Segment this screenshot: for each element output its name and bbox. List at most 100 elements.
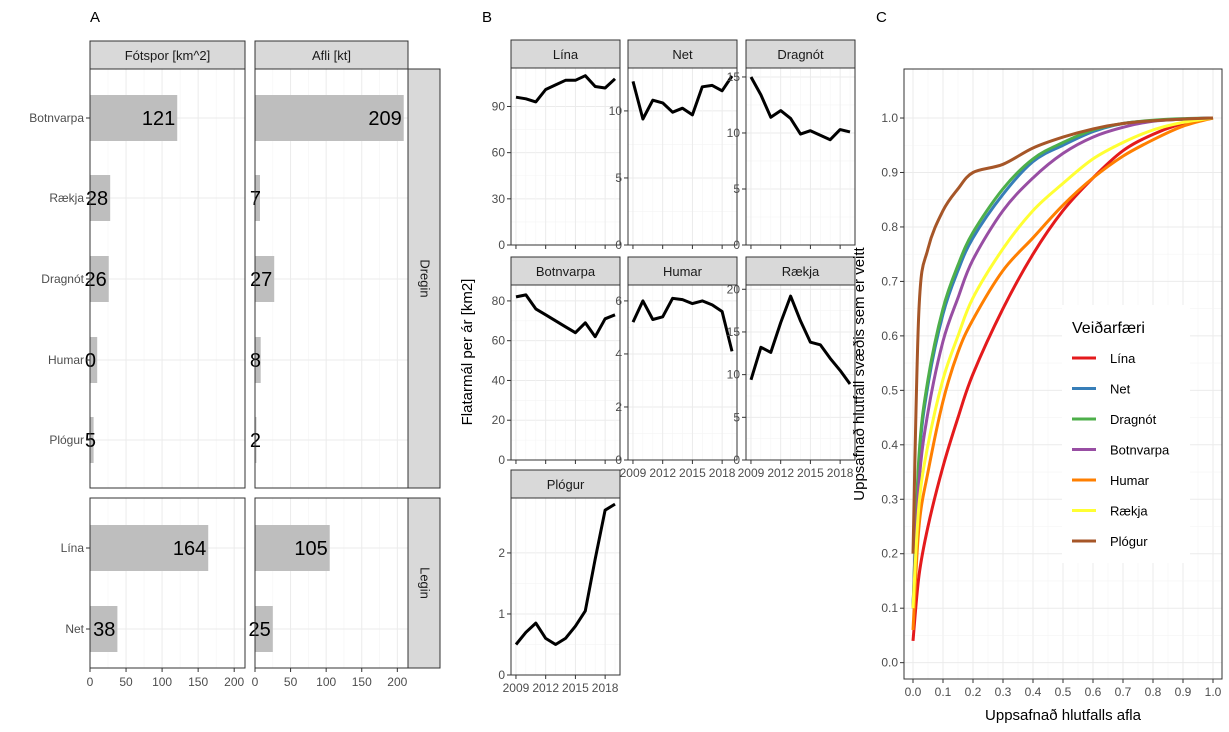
y-tick-label: 10 — [609, 104, 623, 118]
series-line-raekja — [911, 116, 1214, 609]
y-tick-label: 0 — [498, 668, 505, 682]
y-tick-label: 0.8 — [881, 220, 898, 234]
x-tick-label: 2015 — [797, 466, 824, 480]
y-tick-label: 0.0 — [881, 656, 898, 670]
x-tick-label: 0.4 — [1025, 685, 1042, 699]
legend-title: Veiðarfæri — [1072, 320, 1145, 337]
x-tick-label: 2015 — [562, 681, 589, 695]
x-axis-title: Uppsafnað hlutfalls afla — [985, 707, 1142, 724]
facet-strip-fotspor-km-2 — [89, 40, 246, 70]
data-label-lina: 164 — [173, 538, 206, 560]
x-tick-label: 0 — [87, 675, 94, 689]
x-tick-label: 150 — [352, 675, 372, 689]
bar-raekja — [90, 175, 111, 221]
x-tick-label: 0.5 — [1055, 685, 1072, 699]
data-label-net: 38 — [93, 619, 115, 641]
chart-c: 0.0 0.1 0.2 0.3 0.4 0.5 0.6 0.7 0.8 0.9 1.0 0.0 0.1 0… — [851, 68, 1223, 724]
y-tick-label: 20 — [492, 413, 506, 427]
bar-dragnot — [90, 256, 109, 302]
y-tick-label: 80 — [492, 294, 506, 308]
x-tick-label: 2012 — [649, 466, 676, 480]
y-tick-label: 40 — [492, 373, 506, 387]
bar-botnvarpa — [90, 95, 178, 141]
x-tick-label: 2018 — [592, 681, 619, 695]
y-tick-label: 60 — [492, 146, 506, 160]
facet-strip-label: Rækja — [782, 264, 820, 279]
y-tick-label: 0.9 — [881, 165, 898, 179]
facet-strip-botnvarpa — [510, 256, 621, 286]
panel-tag-a: A — [90, 9, 100, 26]
y-tick-label: 0 — [615, 453, 622, 467]
data-label-dragnot: 27 — [250, 269, 272, 291]
facet-strip-raekja — [745, 256, 856, 286]
facet-strip-lina — [510, 39, 621, 69]
facet-strip-dragnot — [745, 39, 856, 69]
x-tick-label: 100 — [152, 675, 172, 689]
x-tick-label: 0.7 — [1115, 685, 1132, 699]
y-tick-label-humar: Humar — [48, 353, 84, 367]
legend-label-dragnot: Dragnót — [1110, 412, 1157, 427]
y-tick-label: 0.7 — [881, 274, 898, 288]
y-tick-label-dragnot: Dragnót — [41, 272, 84, 286]
x-tick-label: 0.2 — [965, 685, 982, 699]
facet-strip-label: Humar — [663, 264, 703, 279]
data-label-net: 25 — [249, 619, 271, 641]
y-tick-label-net: Net — [65, 622, 84, 636]
y-tick-label: 0.3 — [881, 492, 898, 506]
bar-lina — [90, 525, 209, 571]
y-tick-label: 5 — [733, 410, 740, 424]
y-tick-label-raekja: Rækja — [49, 191, 84, 205]
series-line-dragnot — [749, 76, 851, 142]
y-tick-label: 0.4 — [881, 438, 898, 452]
bar-botnvarpa — [255, 95, 404, 141]
legend-label-raekja: Rækja — [1110, 504, 1148, 519]
y-tick-label: 0.6 — [881, 329, 898, 343]
x-tick-label: 2015 — [679, 466, 706, 480]
legend: Veiðarfæri Lína Net Dragnót Botnvarpa Humar Ræ… — [1062, 305, 1190, 563]
bar-net — [90, 606, 118, 652]
series-line-lina — [911, 116, 1214, 642]
y-axis-title: Flatarmál per ár [km2] — [459, 279, 476, 426]
facet-panel-border — [510, 67, 621, 246]
facet-panel-border — [745, 67, 856, 246]
y-tick-label: 0.5 — [881, 383, 898, 397]
y-tick-label: 0 — [733, 238, 740, 252]
legend-label-humar: Humar — [1110, 473, 1150, 488]
x-tick-label: 50 — [284, 675, 298, 689]
bar-humar — [255, 337, 261, 383]
y-tick-label: 10 — [727, 368, 741, 382]
legend-label-botnvarpa: Botnvarpa — [1110, 443, 1170, 458]
x-tick-label: 0.0 — [905, 685, 922, 699]
y-tick-label: 20 — [727, 282, 741, 296]
series-line-lina — [515, 74, 617, 104]
chart-b: Lína0306090Net0510Dragnót051015Botnvarpa… — [459, 39, 856, 695]
data-label-dragnot: 26 — [84, 269, 106, 291]
x-tick-label: 150 — [188, 675, 208, 689]
x-tick-label: 0.8 — [1145, 685, 1162, 699]
facet-strip-label: Legin — [418, 567, 433, 599]
x-tick-label: 0.3 — [995, 685, 1012, 699]
x-tick-label: 2012 — [532, 681, 559, 695]
facet-strip-label: Dregin — [418, 259, 433, 297]
x-tick-label: 2009 — [738, 466, 765, 480]
series-line-plogur — [911, 116, 1214, 554]
y-tick-label: 0.2 — [881, 547, 898, 561]
facet-panel-border — [627, 284, 738, 461]
bar-net — [255, 606, 273, 652]
y-tick-label: 0 — [498, 453, 505, 467]
data-label-raekja: 28 — [86, 188, 108, 210]
x-tick-label: 2018 — [827, 466, 854, 480]
facet-strip-label: Afli [kt] — [312, 48, 351, 63]
facet-strip-label: Dragnót — [777, 47, 824, 62]
y-tick-label: 2 — [615, 400, 622, 414]
bar-dragnot — [255, 256, 275, 302]
facet-panel-border — [510, 497, 621, 676]
panel-tag-b: B — [482, 9, 492, 26]
x-tick-label: 200 — [387, 675, 407, 689]
facet-strip-afli-kt — [254, 40, 409, 70]
facet-panel-border — [745, 284, 856, 461]
